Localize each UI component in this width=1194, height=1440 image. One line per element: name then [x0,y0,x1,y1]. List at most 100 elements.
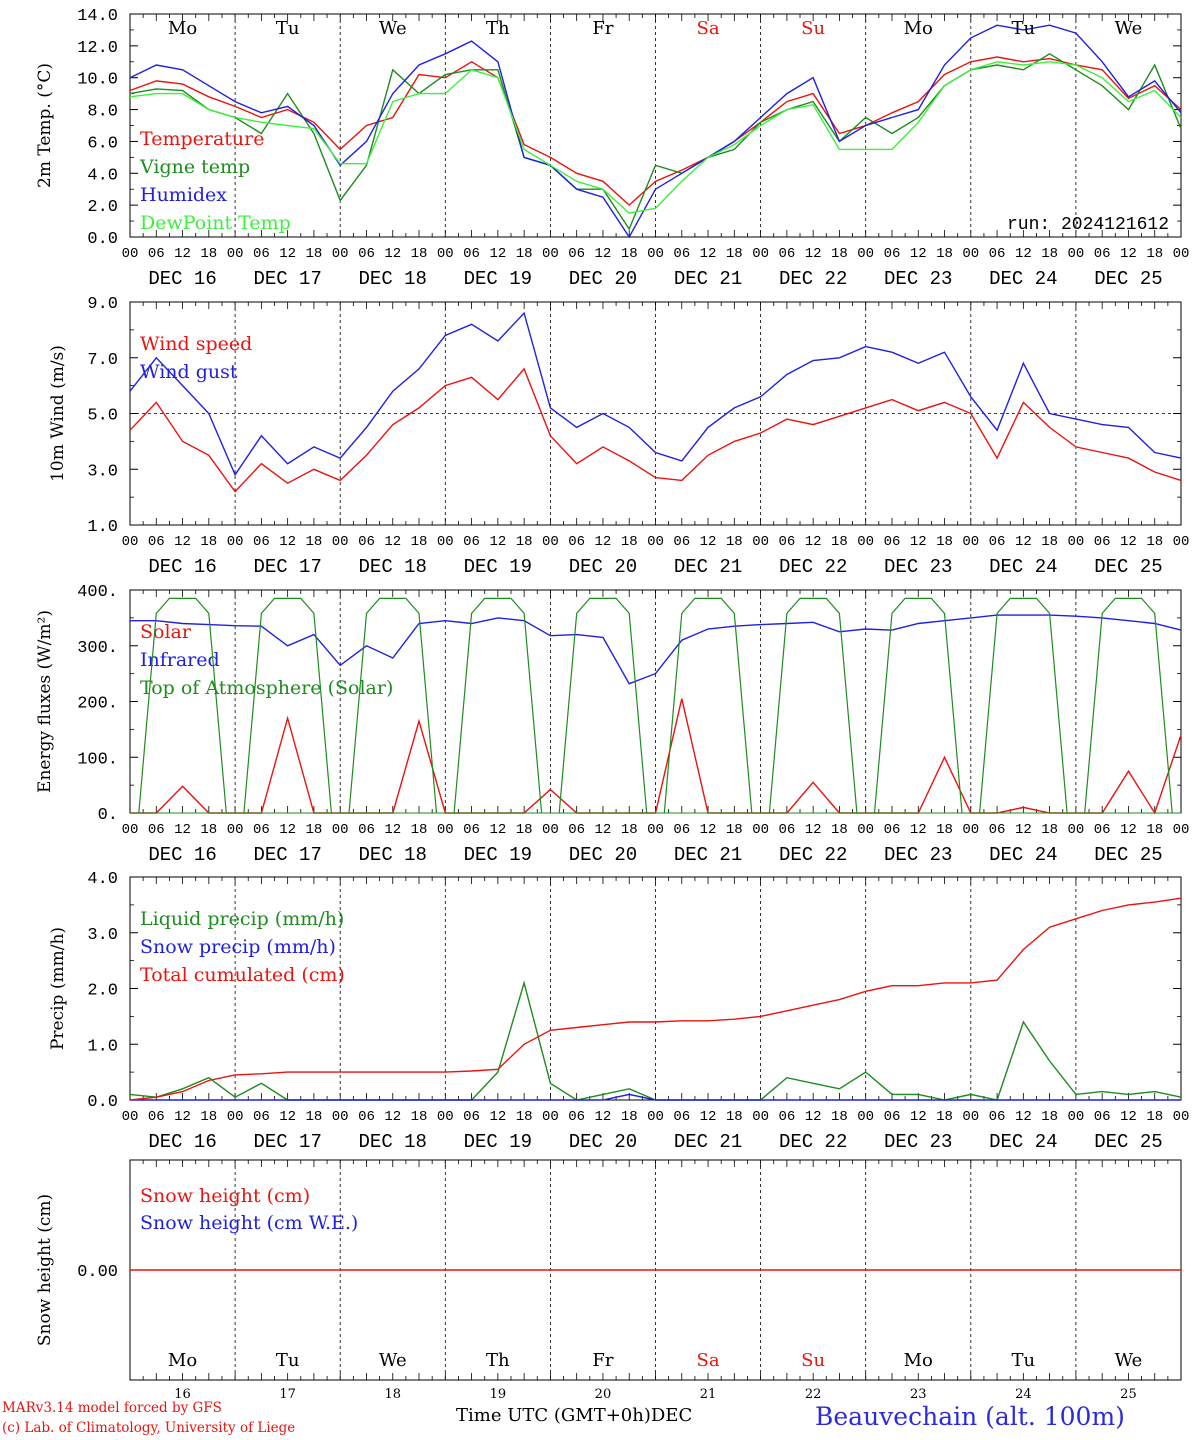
x-hour-label: 00 [1067,534,1084,550]
x-hour-label: 18 [306,1109,323,1125]
station-name: Beauvechain (alt. 100m) [815,1402,1125,1431]
x-hour-label: 00 [542,822,559,838]
weekday-label: Th [486,18,510,39]
x-hour-label: 12 [910,1109,927,1125]
legend-entry: Top of Atmosphere (Solar) [140,677,393,699]
x-hour-label: 06 [568,1109,585,1125]
series-line-snow-precip-mm-h- [130,1093,1181,1101]
y-tick-label: 3.0 [87,462,118,481]
x-hour-label: 18 [1041,534,1058,550]
x-hour-label: 12 [174,1109,191,1125]
x-hour-label: 06 [568,822,585,838]
x-day-label: DEC 24 [989,268,1057,290]
y-tick-label: 3.0 [87,926,118,945]
x-hour-label: 18 [516,1109,533,1125]
x-hour-label: 12 [1120,534,1137,550]
x-hour-label: 06 [568,246,585,262]
x-day-label: DEC 25 [1094,268,1162,290]
x-hour-label: 00 [1173,822,1190,838]
x-hour-label: 00 [962,1109,979,1125]
y-tick-label: 14.0 [77,7,118,26]
weekday-label: We [379,1350,407,1371]
x-hour-label: 18 [621,822,638,838]
x-hour-label: 00 [1067,246,1084,262]
x-hour-label: 00 [1173,246,1190,262]
series-line-temperature [129,56,1182,207]
x-hour-label: 00 [857,246,874,262]
x-hour-label: 00 [227,1109,244,1125]
x-hour-label: 00 [1173,534,1190,550]
x-day-label: DEC 19 [464,1131,532,1153]
x-hour-label: 18 [726,246,743,262]
series-line-toa-day-0 [138,597,227,814]
x-hour-label: 12 [1015,822,1032,838]
x-hour-label: 06 [673,534,690,550]
series-line-toa-day-3 [453,597,543,814]
x-day-label: DEC 20 [569,556,637,578]
legend-entry: Snow height (cm W.E.) [140,1212,358,1234]
x-hour-label: 06 [463,246,480,262]
x-hour-label: 12 [700,246,717,262]
weekday-label: We [1115,18,1143,39]
x-hour-label: 00 [332,822,349,838]
credit-line-1: MARv3.14 model forced by GFS [2,1400,222,1416]
weekday-label: Mo [168,1350,197,1371]
x-hour-label: 06 [989,822,1006,838]
y-tick-label: 300. [77,639,118,658]
weekday-label: Th [486,1350,510,1371]
x-hour-label: 18 [726,822,743,838]
x-hour-label: 12 [1015,534,1032,550]
y-tick-label: 1.0 [87,518,118,537]
y-tick-label: 5.0 [87,407,118,426]
x-day-label: DEC 20 [569,844,637,866]
x-day-label: DEC 24 [989,556,1057,578]
x-day-label: DEC 25 [1094,1131,1162,1153]
x-hour-label: 12 [384,534,401,550]
weekday-label: Tu [1012,1350,1036,1371]
y-tick-label: 2.0 [87,198,118,217]
weekday-label: Sa [697,1350,720,1371]
x-hour-label: 06 [884,246,901,262]
x-hour-label: 00 [227,246,244,262]
x-axis-title: Time UTC (GMT+0h) [456,1405,651,1426]
x-hour-label: 18 [936,534,953,550]
x-hour-label: 00 [332,246,349,262]
x-hour-label: 18 [621,534,638,550]
x-hour-label: 12 [279,1109,296,1125]
x-hour-label: 12 [174,822,191,838]
x-hour-label: 18 [200,1109,217,1125]
x-hour-label: 00 [752,246,769,262]
x-hour-label: 18 [936,246,953,262]
x-hour-label: 18 [831,534,848,550]
y-tick-label: 0.0 [87,230,118,249]
day-number: 24 [1015,1387,1032,1402]
weekday-label: Sa [697,18,720,39]
x-hour-label: 00 [962,534,979,550]
y-axis-label: 2m Temp. (°C) [35,63,55,188]
x-hour-label: 06 [989,534,1006,550]
x-hour-label: 12 [1015,1109,1032,1125]
x-hour-label: 18 [1041,246,1058,262]
legend-entry: Liquid precip (mm/h) [140,908,344,930]
x-hour-label: 12 [279,246,296,262]
weekday-label: Tu [1012,18,1036,39]
x-hour-label: 18 [936,1109,953,1125]
y-tick-label: 4.0 [87,166,118,185]
x-hour-label: 18 [200,534,217,550]
x-hour-label: 00 [752,822,769,838]
x-axis-month: DEC [650,1405,693,1426]
legend-entry: Temperature [140,128,264,150]
y-axis-label: Precip (mm/h) [48,927,68,1050]
series-line-humidex [129,24,1182,239]
x-hour-label: 00 [857,534,874,550]
x-hour-label: 12 [595,534,612,550]
x-day-label: DEC 16 [148,1131,216,1153]
x-day-label: DEC 20 [569,1131,637,1153]
x-hour-label: 12 [910,246,927,262]
x-day-label: DEC 18 [359,556,427,578]
y-axis-label: Energy fluxes (W/m²) [35,610,55,793]
day-number: 16 [174,1387,191,1402]
x-hour-label: 06 [253,822,270,838]
x-hour-label: 00 [122,246,139,262]
legend-entry: Snow precip (mm/h) [140,936,336,958]
